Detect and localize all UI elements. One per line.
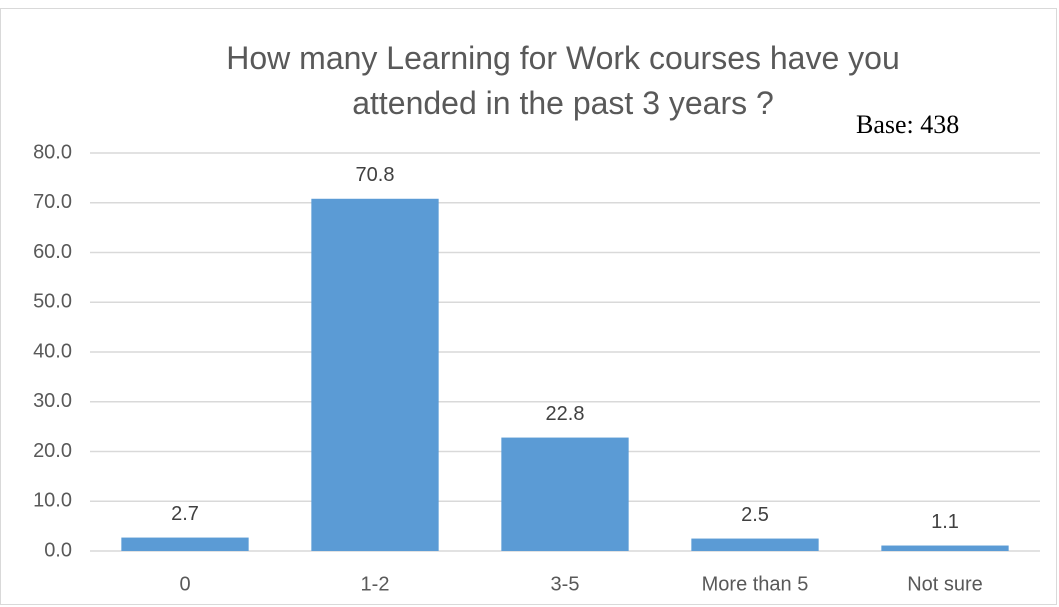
data-label: 1.1 bbox=[931, 511, 959, 533]
bar bbox=[311, 198, 439, 551]
y-tick-label: 80.0 bbox=[33, 141, 72, 163]
data-label: 22.8 bbox=[546, 403, 585, 425]
y-tick-label: 20.0 bbox=[33, 440, 72, 462]
y-tick-label: 70.0 bbox=[33, 191, 72, 213]
y-tick-label: 0.0 bbox=[44, 539, 72, 561]
data-label: 2.5 bbox=[741, 504, 769, 526]
x-tick-label: 1-2 bbox=[361, 573, 390, 595]
chart-title: How many Learning for Work courses have … bbox=[226, 40, 900, 121]
bar bbox=[881, 545, 1009, 551]
y-tick-label: 50.0 bbox=[33, 291, 72, 313]
bar bbox=[121, 537, 249, 551]
x-tick-label: Not sure bbox=[907, 573, 983, 595]
chart-border bbox=[0, 8, 1057, 605]
bar bbox=[501, 437, 629, 551]
bar bbox=[691, 538, 819, 551]
y-tick-label: 40.0 bbox=[33, 340, 72, 362]
y-tick-label: 60.0 bbox=[33, 241, 72, 263]
y-tick-label: 10.0 bbox=[33, 490, 72, 512]
x-tick-label: More than 5 bbox=[702, 573, 809, 595]
data-label: 70.8 bbox=[356, 164, 395, 186]
annotation: Base: 438 bbox=[856, 110, 960, 139]
x-tick-label: 0 bbox=[179, 573, 190, 595]
y-tick-label: 30.0 bbox=[33, 390, 72, 412]
x-tick-label: 3-5 bbox=[551, 573, 580, 595]
data-label: 2.7 bbox=[171, 503, 199, 525]
